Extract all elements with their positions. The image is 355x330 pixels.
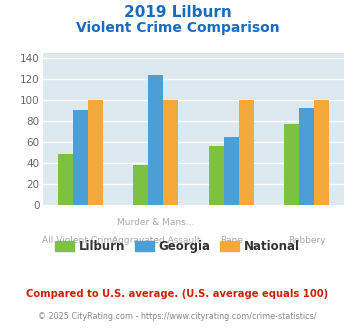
Text: Rape: Rape xyxy=(220,236,242,245)
Bar xyxy=(58,154,73,205)
Text: Robbery: Robbery xyxy=(288,236,326,245)
Bar xyxy=(148,75,163,205)
Bar xyxy=(314,100,329,205)
Bar xyxy=(208,146,224,205)
Bar xyxy=(284,124,299,205)
Bar xyxy=(299,108,314,205)
Text: Compared to U.S. average. (U.S. average equals 100): Compared to U.S. average. (U.S. average … xyxy=(26,289,329,299)
Bar xyxy=(88,100,103,205)
Text: Violent Crime Comparison: Violent Crime Comparison xyxy=(76,21,279,35)
Bar xyxy=(133,165,148,205)
Bar xyxy=(73,110,88,205)
Text: © 2025 CityRating.com - https://www.cityrating.com/crime-statistics/: © 2025 CityRating.com - https://www.city… xyxy=(38,312,317,321)
Bar xyxy=(239,100,254,205)
Text: Aggravated Assault: Aggravated Assault xyxy=(111,236,200,245)
Bar xyxy=(163,100,178,205)
Text: Murder & Mans...: Murder & Mans... xyxy=(117,218,195,227)
Bar xyxy=(224,137,239,205)
Text: 2019 Lilburn: 2019 Lilburn xyxy=(124,5,231,20)
Text: All Violent Crime: All Violent Crime xyxy=(43,236,118,245)
Legend: Lilburn, Georgia, National: Lilburn, Georgia, National xyxy=(51,236,304,258)
